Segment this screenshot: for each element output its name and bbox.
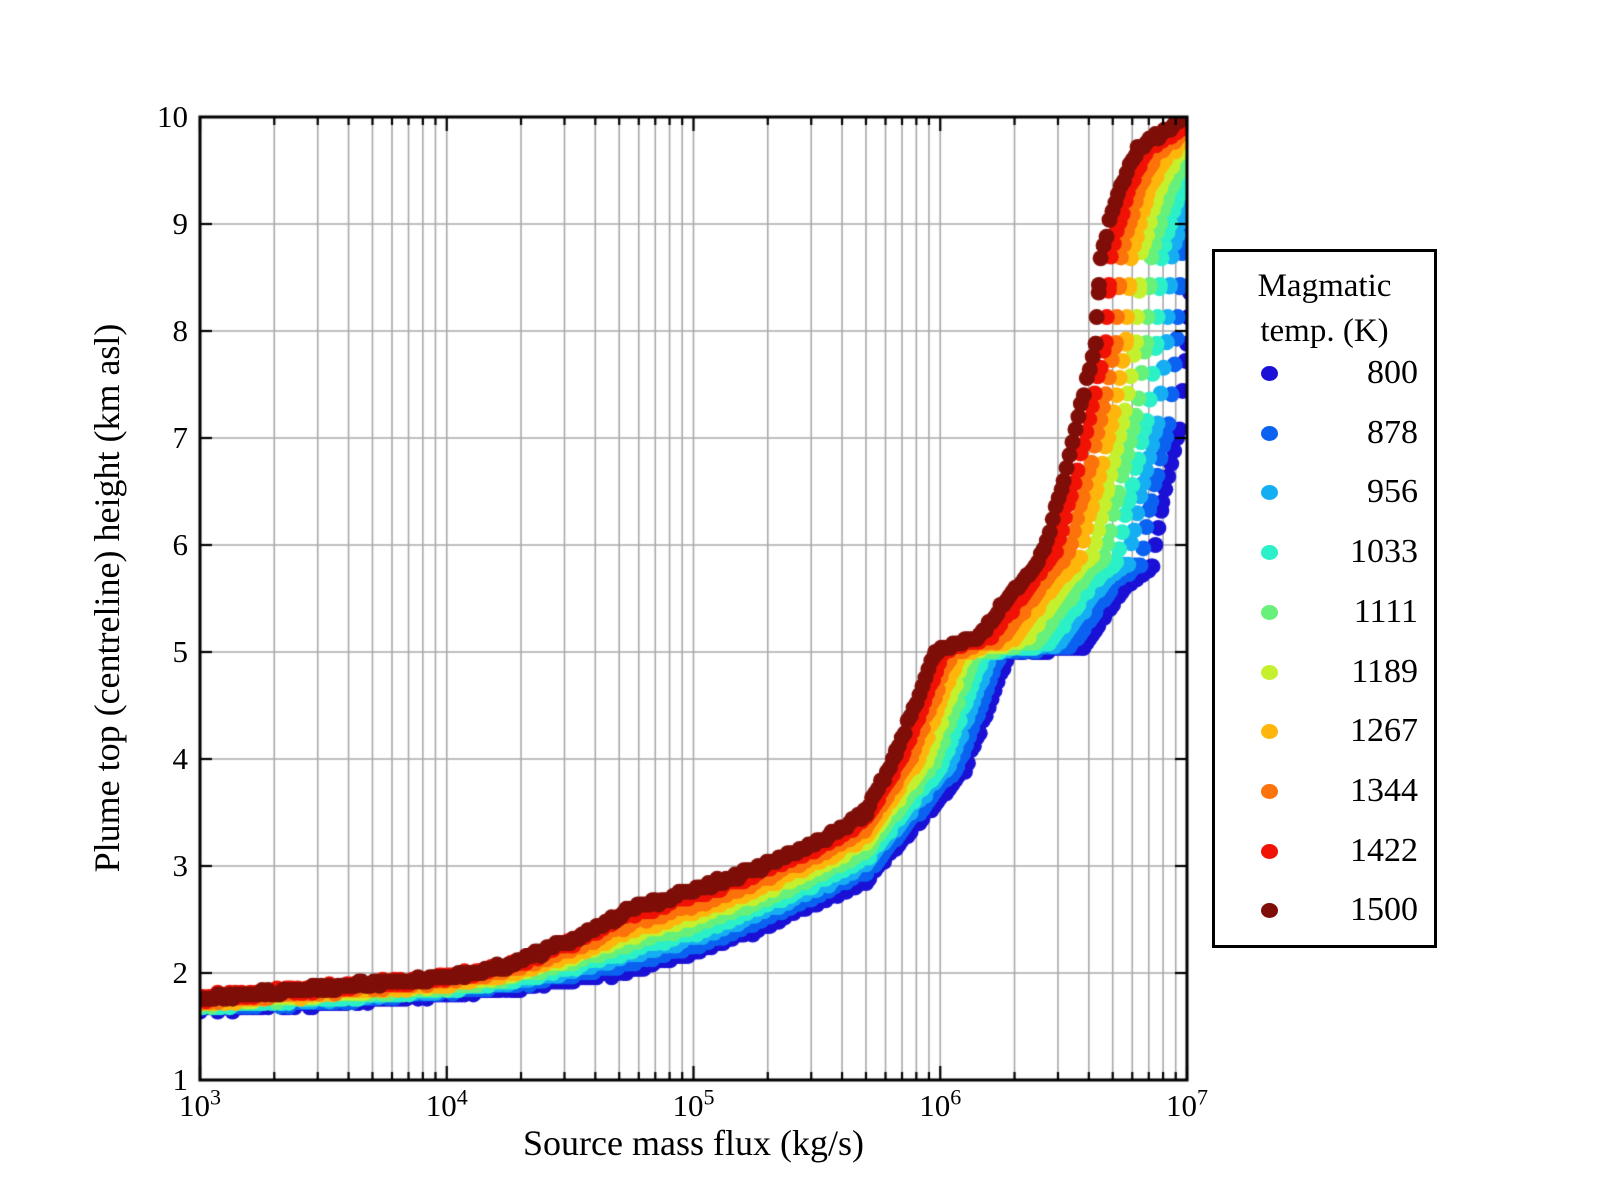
legend-entry-label: 1500 <box>1350 891 1418 929</box>
x-tick-label-10e5: 105 <box>672 1084 715 1123</box>
x-tick-label-10e6: 106 <box>919 1084 962 1123</box>
legend-entry-1033: 1033 <box>1215 532 1434 572</box>
legend-title: Magmatic temp. (K) <box>1215 264 1434 354</box>
legend-entry-1500: 1500 <box>1215 890 1434 930</box>
legend-entry-label: 878 <box>1367 413 1418 451</box>
y-tick-label-2: 2 <box>172 955 189 990</box>
y-tick-label-6: 6 <box>172 527 189 562</box>
y-tick-label-10: 10 <box>157 99 188 134</box>
y-tick-label-9: 9 <box>172 206 189 241</box>
legend-entry-878: 878 <box>1215 413 1434 453</box>
legend-entry-label: 1344 <box>1350 771 1418 809</box>
legend-entry-label: 1111 <box>1353 592 1418 630</box>
legend-entry-1422: 1422 <box>1215 831 1434 871</box>
x-tick-label-10e3: 103 <box>179 1084 221 1123</box>
legend-entry-label: 956 <box>1367 473 1418 511</box>
legend-entry-label: 1267 <box>1350 712 1418 750</box>
legend-marker-icon <box>1261 485 1278 501</box>
x-tick-label-10e4: 104 <box>425 1084 468 1123</box>
legend-marker-icon <box>1261 843 1278 859</box>
y-tick-label-5: 5 <box>172 634 189 669</box>
legend-marker-icon <box>1261 545 1278 561</box>
legend-entry-1344: 1344 <box>1215 771 1434 811</box>
legend-marker-icon <box>1261 425 1278 441</box>
y-tick-label-1: 1 <box>172 1062 189 1097</box>
legend-marker-icon <box>1261 664 1278 680</box>
legend-title-line-2: temp. (K) <box>1260 313 1389 349</box>
legend-marker-icon <box>1261 604 1278 620</box>
legend-entry-956: 956 <box>1215 472 1434 512</box>
legend-entry-1111: 1111 <box>1215 592 1434 632</box>
legend-entry-1267: 1267 <box>1215 711 1434 751</box>
y-tick-label-4: 4 <box>172 741 189 776</box>
legend-title-line-1: Magmatic <box>1257 268 1392 304</box>
x-tick-label-10e7: 107 <box>1166 1084 1208 1123</box>
y-tick-label-8: 8 <box>172 313 189 348</box>
legend-marker-icon <box>1261 366 1278 381</box>
y-axis-label: Plume top (centreline) height (km asl) <box>87 323 127 873</box>
legend-entry-label: 800 <box>1367 354 1418 391</box>
legend: Magmatic temp. (K) 800 878 956 1033 1111 1189… <box>1212 249 1437 948</box>
y-tick-label-3: 3 <box>172 848 189 883</box>
x-axis-label: Source mass flux (kg/s) <box>523 1123 864 1163</box>
legend-marker-icon <box>1261 903 1278 919</box>
legend-entry-label: 1422 <box>1350 831 1418 869</box>
legend-entry-1189: 1189 <box>1215 652 1434 692</box>
legend-entry-label: 1033 <box>1350 533 1418 571</box>
legend-marker-icon <box>1261 783 1278 799</box>
legend-entry-800: 800 <box>1215 353 1434 393</box>
legend-entry-label: 1189 <box>1351 652 1418 690</box>
legend-marker-icon <box>1261 724 1278 740</box>
y-tick-label-7: 7 <box>172 420 189 455</box>
